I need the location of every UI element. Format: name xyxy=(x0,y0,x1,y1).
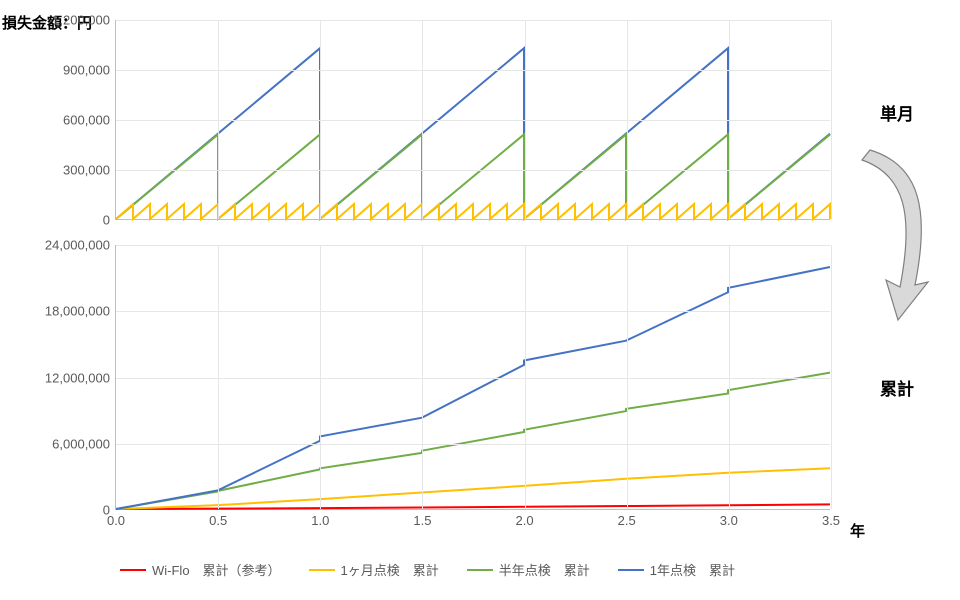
legend-label: 1ヶ月点検 累計 xyxy=(341,560,439,579)
top-side-label: 単月 xyxy=(880,100,914,125)
chart-legend: Wi-Flo 累計（参考） 1ヶ月点検 累計 半年点検 累計 1年点検 累計 xyxy=(120,560,735,579)
xtick-label: 3.5 xyxy=(822,509,840,528)
series-monthly xyxy=(116,468,830,509)
legend-label: 半年点検 累計 xyxy=(499,560,590,579)
ytick-label: 0 xyxy=(103,213,116,228)
legend-swatch xyxy=(618,569,644,571)
x-axis-title: 年 xyxy=(850,520,865,541)
legend-item-monthly: 1ヶ月点検 累計 xyxy=(309,560,439,579)
series-halfyear xyxy=(116,134,830,219)
legend-swatch xyxy=(467,569,493,571)
ytick-label: 12,000,000 xyxy=(45,370,116,385)
series-monthly xyxy=(116,204,830,219)
legend-swatch xyxy=(120,569,146,571)
monthly-loss-chart: 0300,000600,000900,0001,200,000 xyxy=(115,20,830,220)
legend-item-halfyear: 半年点検 累計 xyxy=(467,560,590,579)
legend-label: Wi-Flo 累計（参考） xyxy=(152,560,281,579)
xtick-label: 0.0 xyxy=(107,509,125,528)
series-yearly xyxy=(116,267,830,509)
xtick-label: 2.0 xyxy=(516,509,534,528)
xtick-label: 2.5 xyxy=(618,509,636,528)
series-yearly xyxy=(116,48,830,219)
ytick-label: 18,000,000 xyxy=(45,304,116,319)
legend-item-wiflo: Wi-Flo 累計（参考） xyxy=(120,560,281,579)
legend-item-yearly: 1年点検 累計 xyxy=(618,560,735,579)
legend-swatch xyxy=(309,569,335,571)
ytick-label: 300,000 xyxy=(63,163,116,178)
xtick-label: 0.5 xyxy=(209,509,227,528)
curved-arrow-icon xyxy=(860,140,940,340)
series-halfyear xyxy=(116,373,830,509)
xtick-label: 1.0 xyxy=(311,509,329,528)
legend-label: 1年点検 累計 xyxy=(650,560,735,579)
ytick-label: 900,000 xyxy=(63,63,116,78)
bottom-side-label: 累計 xyxy=(880,375,914,400)
ytick-label: 600,000 xyxy=(63,113,116,128)
xtick-label: 1.5 xyxy=(413,509,431,528)
ytick-label: 1,200,000 xyxy=(52,13,116,28)
xtick-label: 3.0 xyxy=(720,509,738,528)
ytick-label: 24,000,000 xyxy=(45,238,116,253)
cumulative-loss-chart: 06,000,00012,000,00018,000,00024,000,000… xyxy=(115,245,830,510)
ytick-label: 6,000,000 xyxy=(52,436,116,451)
